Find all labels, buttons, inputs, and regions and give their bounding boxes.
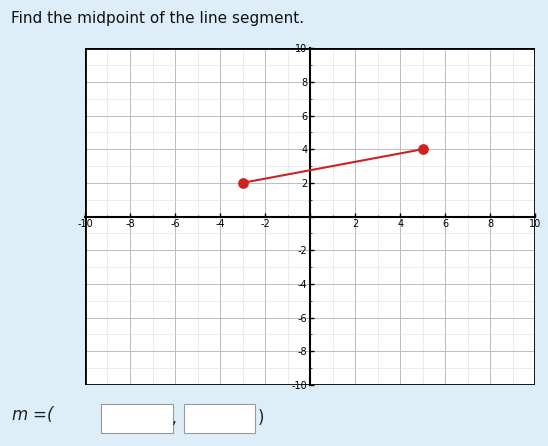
Point [238,179,247,186]
Text: Find the midpoint of the line segment.: Find the midpoint of the line segment. [11,11,304,26]
FancyBboxPatch shape [184,404,255,433]
FancyBboxPatch shape [101,404,173,433]
Bar [85,48,535,385]
Text: ): ) [258,409,264,427]
Text: $m$ =(: $m$ =( [11,404,55,424]
Point [419,145,427,153]
Text: ,: , [172,411,176,426]
